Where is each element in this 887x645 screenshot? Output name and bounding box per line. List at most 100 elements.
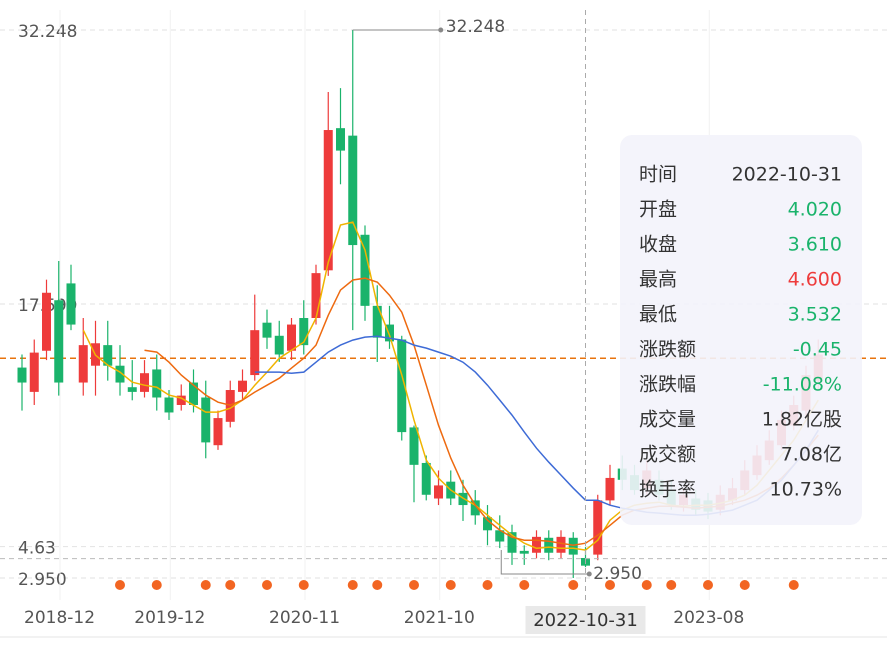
candle-body — [274, 335, 284, 355]
event-marker — [372, 580, 383, 590]
candle-body — [348, 135, 358, 246]
event-marker — [641, 580, 652, 590]
candle-body — [42, 292, 51, 351]
tooltip-value: 4.020 — [788, 199, 842, 221]
x-tick-label: 2019-12 — [134, 608, 205, 628]
tooltip-value: 3.532 — [788, 304, 842, 326]
candle-body — [336, 128, 345, 151]
event-marker — [739, 580, 750, 590]
candle-body — [164, 397, 174, 413]
min-marker — [500, 550, 590, 575]
tooltip-value: 10.73% — [770, 479, 842, 501]
tooltip-value: 4.600 — [788, 269, 842, 291]
candle-body — [29, 352, 39, 392]
candle-body — [66, 283, 76, 325]
x-tick-label: 2023-08 — [673, 608, 744, 628]
candle-body — [140, 373, 149, 392]
candle-body — [127, 387, 137, 392]
tooltip-value: 1.82亿股 — [762, 409, 842, 431]
candle-body — [238, 380, 247, 392]
candle-body — [262, 322, 272, 338]
candle-body — [189, 382, 198, 405]
y-tick-label: 32.248 — [18, 22, 77, 42]
min-label: 2.950 — [593, 564, 642, 584]
event-marker — [519, 580, 530, 590]
tooltip-label: 最低 — [639, 304, 677, 326]
candle-body — [568, 537, 578, 555]
min-dot — [586, 571, 592, 577]
candle-body — [323, 130, 333, 271]
candle-body — [593, 500, 603, 555]
candle-body — [544, 537, 554, 553]
candle-body — [421, 462, 431, 495]
event-marker — [445, 580, 456, 590]
candle-body — [54, 300, 64, 383]
event-marker — [298, 580, 309, 590]
candle-body — [470, 500, 480, 516]
event-marker — [605, 580, 615, 590]
crosshair-label-box — [525, 606, 646, 634]
tooltip-value: -11.08% — [763, 374, 842, 396]
max-dot — [438, 27, 444, 33]
tooltip-label: 换手率 — [639, 479, 696, 501]
x-tick-label: 2022-10-31 — [533, 610, 638, 631]
candle-body — [495, 530, 505, 542]
tooltip-label: 最高 — [639, 269, 677, 291]
candle-body — [360, 234, 370, 306]
candle-body — [115, 365, 125, 383]
event-marker — [115, 580, 125, 590]
candle-body — [409, 427, 419, 465]
max-label: 32.248 — [446, 17, 505, 37]
candle-body — [311, 273, 321, 319]
event-marker — [788, 580, 799, 590]
y-tick-label: 4.63 — [18, 539, 56, 559]
candle-body — [519, 550, 529, 554]
x-tick-label: 2021-10 — [404, 608, 475, 628]
event-marker — [262, 580, 272, 590]
x-tick-label: 2018-12 — [24, 608, 95, 628]
candle-body — [507, 532, 517, 553]
candle-body — [152, 369, 162, 398]
tooltip-label: 涨跌幅 — [639, 374, 696, 396]
event-marker — [151, 580, 162, 590]
candle-body — [299, 318, 309, 346]
candle-body — [78, 345, 88, 383]
tooltip-value: 7.08亿 — [781, 444, 842, 466]
candle-body — [605, 477, 615, 501]
candle-body — [385, 324, 394, 342]
candle-body — [17, 367, 27, 383]
event-marker — [225, 580, 236, 590]
tooltip-label: 成交量 — [639, 409, 696, 431]
event-marker — [200, 580, 211, 590]
tooltip-value: 2022-10-31 — [732, 164, 842, 186]
tooltip-label: 涨跌额 — [639, 339, 696, 361]
candle-body — [201, 397, 211, 443]
candle-body — [176, 395, 186, 405]
event-marker — [568, 580, 579, 590]
candle-body — [250, 330, 260, 376]
candle-body — [213, 418, 223, 446]
candle-body — [458, 492, 468, 506]
tooltip-value: -0.45 — [793, 339, 842, 361]
candle-body — [103, 345, 113, 366]
tooltip-label: 成交额 — [639, 444, 696, 466]
event-marker — [666, 580, 677, 590]
candle-body — [556, 536, 566, 553]
tooltip-label: 时间 — [639, 164, 677, 186]
tooltip-value: 3.610 — [788, 234, 842, 256]
event-marker — [347, 580, 358, 590]
tooltip-box — [620, 135, 862, 525]
candle-body — [372, 305, 382, 338]
candle-body — [397, 339, 407, 433]
candle-body — [434, 485, 443, 499]
event-marker — [703, 580, 713, 590]
y-tick-label: 2.950 — [18, 570, 67, 590]
tooltip-label: 收盘 — [639, 234, 677, 256]
tooltip: 时间 2022-10-31 开盘 4.020 收盘 3.610 最高 4.600 最低 3.532… — [620, 135, 862, 525]
candle-body — [532, 536, 541, 553]
x-tick-label: 2020-11 — [269, 608, 340, 628]
candle-body — [287, 324, 296, 351]
event-marker — [482, 580, 493, 590]
tooltip-label: 开盘 — [639, 199, 677, 221]
